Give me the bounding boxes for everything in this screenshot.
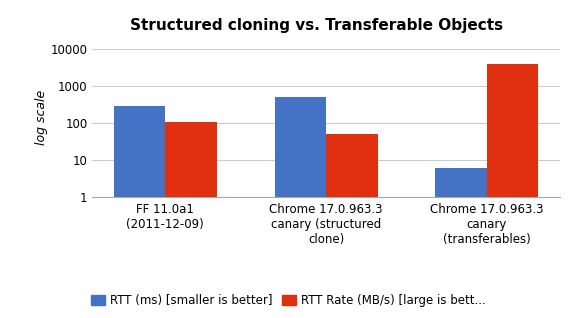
Text: Structured cloning vs. Transferable Objects: Structured cloning vs. Transferable Obje… <box>130 18 503 33</box>
Y-axis label: log scale: log scale <box>35 90 48 145</box>
Bar <box>165 122 216 318</box>
Bar <box>436 169 487 318</box>
Bar <box>326 134 377 318</box>
Legend: RTT (ms) [smaller is better], RTT Rate (MB/s) [large is bett...: RTT (ms) [smaller is better], RTT Rate (… <box>87 290 490 312</box>
Bar <box>114 106 165 318</box>
Bar <box>487 64 538 318</box>
Bar <box>275 97 326 318</box>
